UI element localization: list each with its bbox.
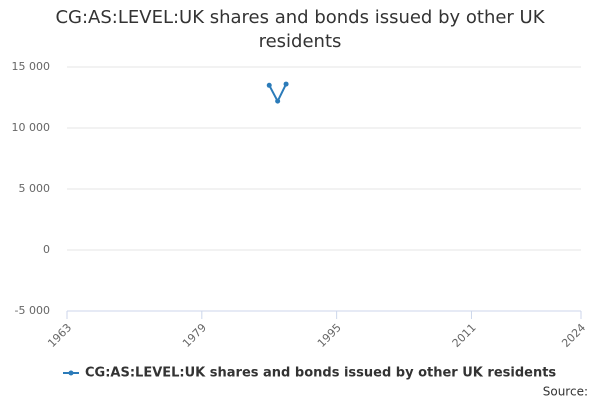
y-tick-label: 0 bbox=[43, 243, 50, 256]
x-tick-label: 2011 bbox=[450, 321, 479, 350]
chart-title: CG:AS:LEVEL:UK shares and bonds issued b… bbox=[55, 7, 545, 52]
point bbox=[266, 82, 272, 88]
source: Source: bbox=[543, 385, 588, 399]
y-tick-label: 5 000 bbox=[19, 182, 51, 195]
legend-marker bbox=[68, 370, 74, 376]
x-tick-label: 1979 bbox=[180, 321, 209, 350]
y-tick-label: -5 000 bbox=[15, 304, 50, 317]
line bbox=[268, 83, 287, 104]
y-tick-label: 15 000 bbox=[12, 60, 51, 73]
legend-label: CG:AS:LEVEL:UK shares and bonds issued b… bbox=[85, 366, 556, 381]
y-tick-label: 10 000 bbox=[12, 121, 51, 134]
x-tick-label: 1963 bbox=[45, 321, 74, 350]
point bbox=[275, 98, 281, 104]
x-tick-label: 2024 bbox=[559, 321, 588, 350]
x-tick-label: 1995 bbox=[315, 321, 344, 350]
point bbox=[283, 81, 289, 87]
